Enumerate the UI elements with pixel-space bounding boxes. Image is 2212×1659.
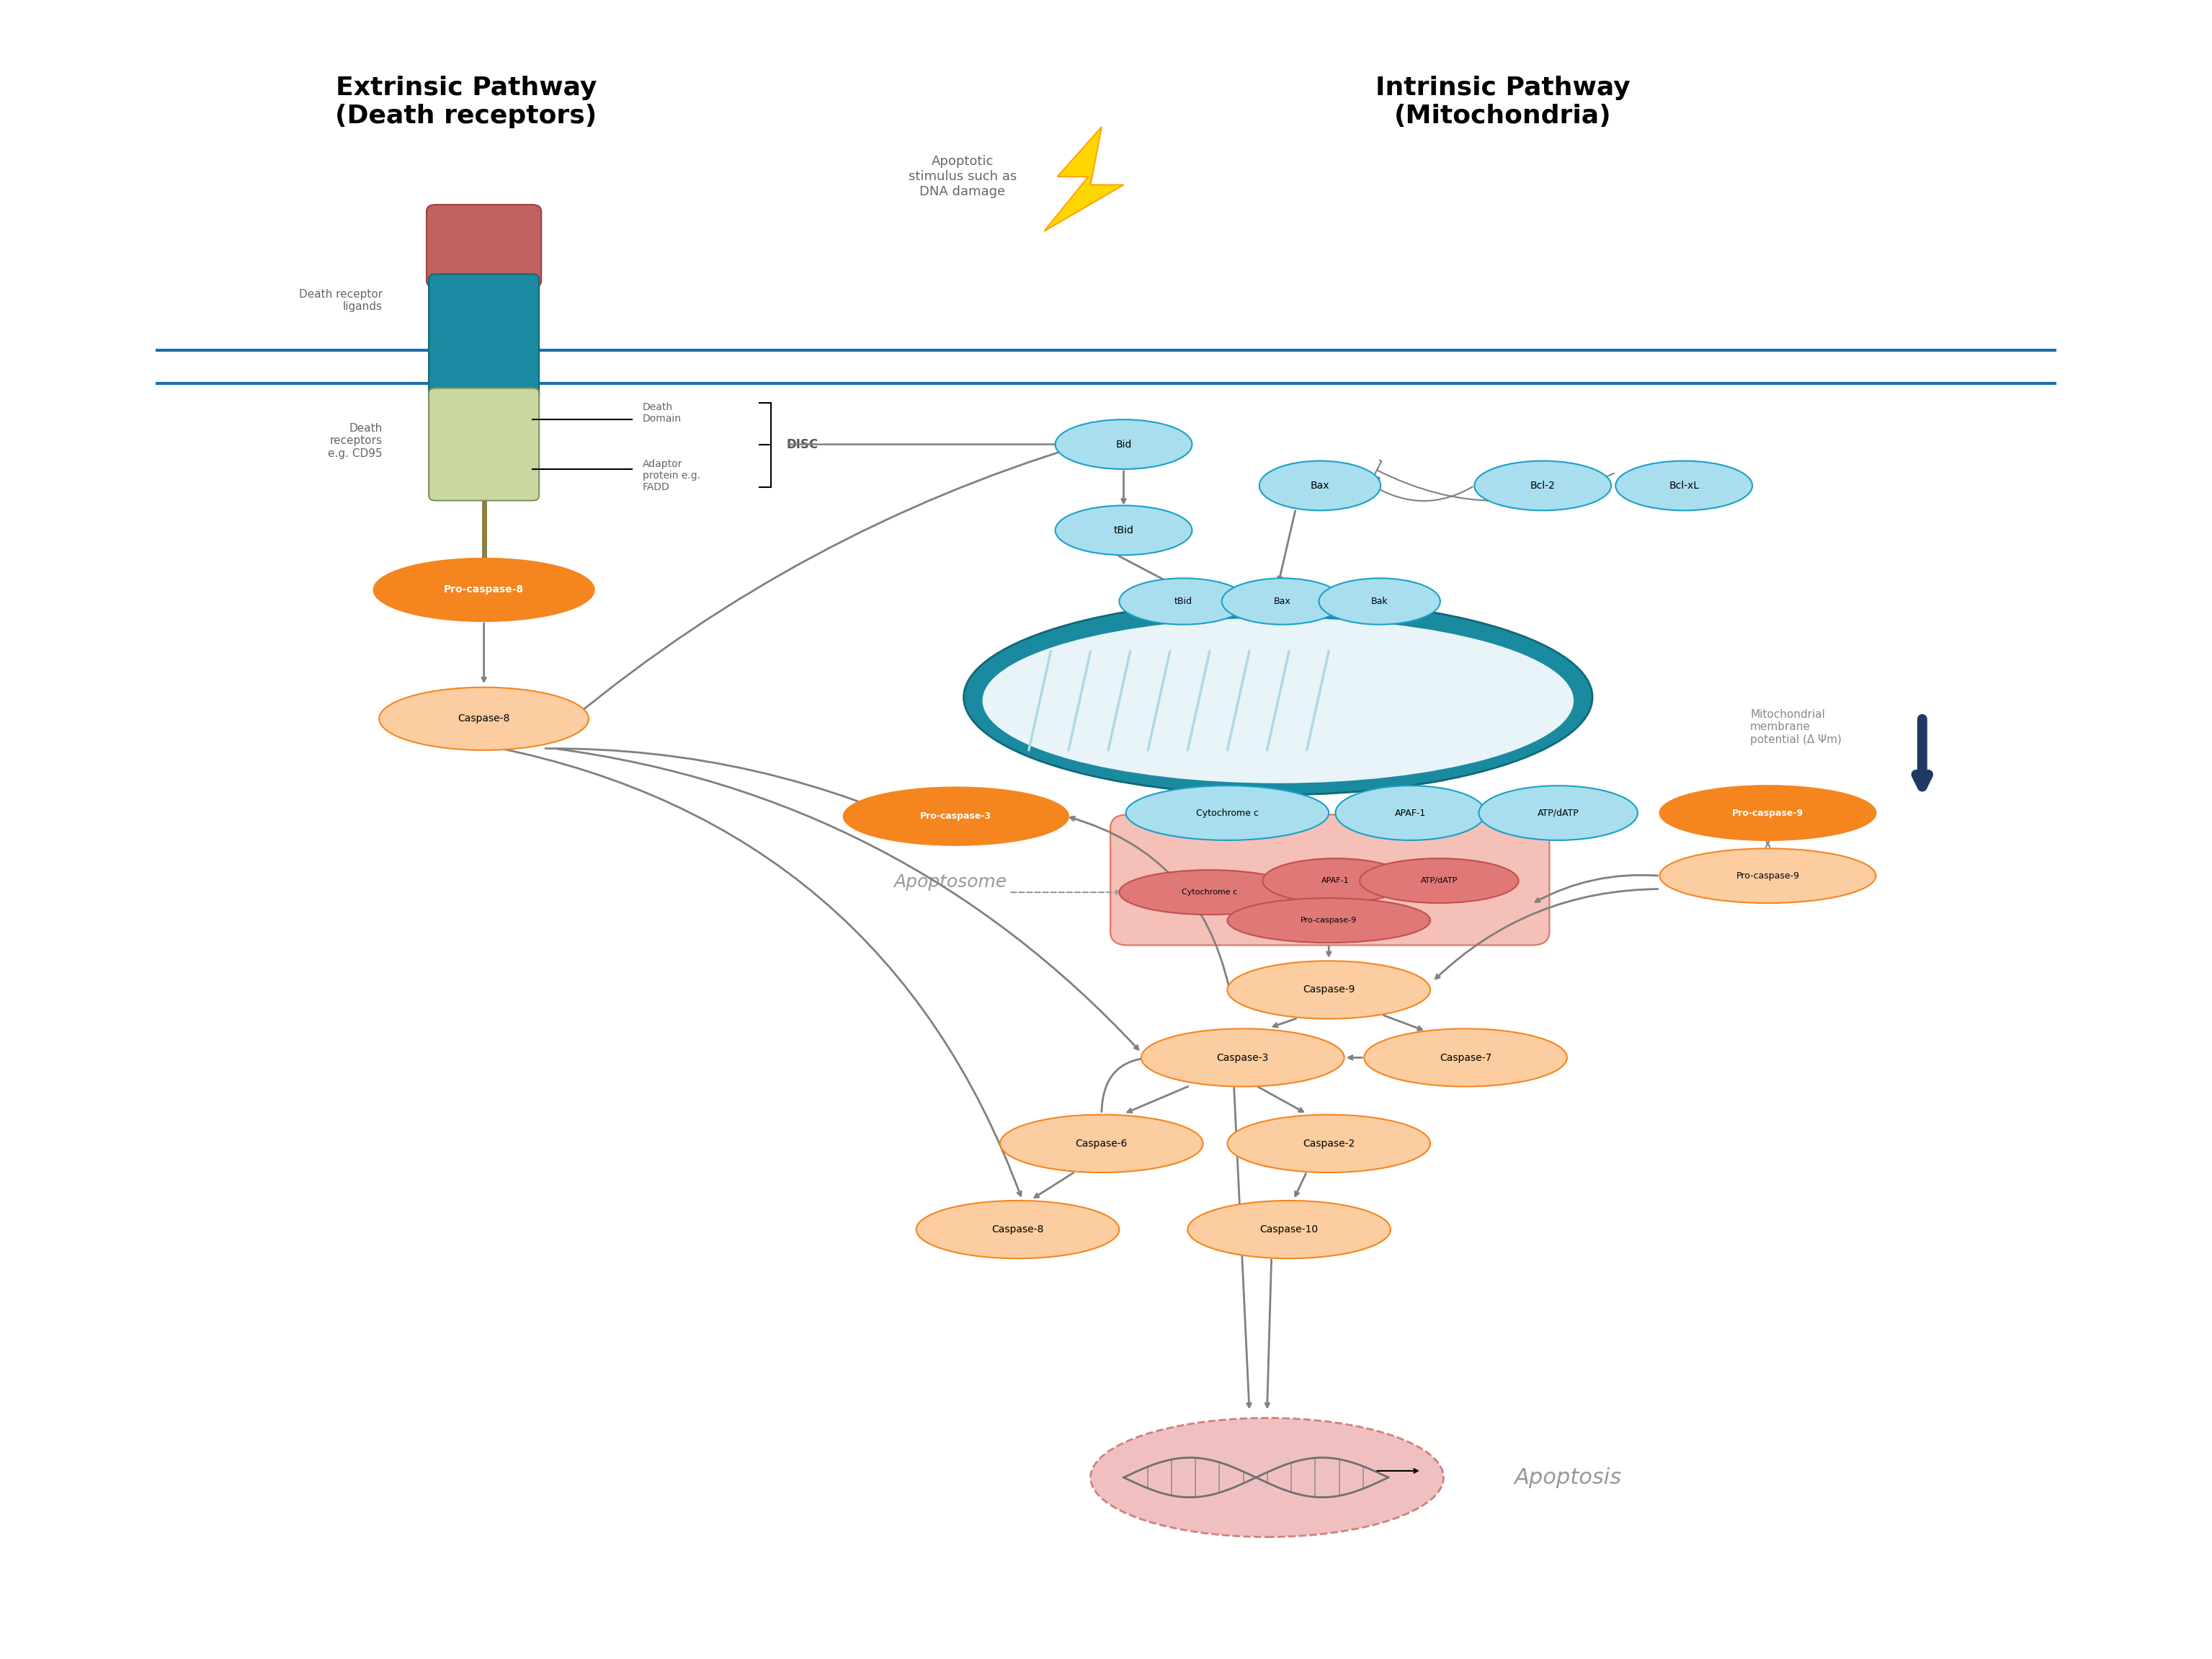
Ellipse shape xyxy=(1659,786,1876,839)
Text: Pro-caspase-9: Pro-caspase-9 xyxy=(1301,917,1356,924)
Ellipse shape xyxy=(1480,786,1637,839)
Text: Caspase-8: Caspase-8 xyxy=(991,1224,1044,1234)
Ellipse shape xyxy=(1228,898,1431,942)
Text: Bcl-xL: Bcl-xL xyxy=(1668,481,1699,491)
Text: Pro-caspase-9: Pro-caspase-9 xyxy=(1736,871,1801,881)
Text: Bax: Bax xyxy=(1310,481,1329,491)
Text: Cytochrome c: Cytochrome c xyxy=(1197,808,1259,818)
Ellipse shape xyxy=(964,601,1593,795)
Text: Bid: Bid xyxy=(1115,440,1133,450)
Ellipse shape xyxy=(1360,858,1517,902)
Text: Caspase-9: Caspase-9 xyxy=(1303,985,1356,995)
Text: Bcl-2: Bcl-2 xyxy=(1531,481,1555,491)
Text: Apoptotic
stimulus such as
DNA damage: Apoptotic stimulus such as DNA damage xyxy=(909,154,1018,197)
Text: Pro-caspase-3: Pro-caspase-3 xyxy=(920,811,991,821)
Ellipse shape xyxy=(982,617,1573,783)
Text: Pro-caspase-9: Pro-caspase-9 xyxy=(1732,808,1803,818)
Text: Apoptosis: Apoptosis xyxy=(1513,1467,1621,1488)
Text: Bak: Bak xyxy=(1371,597,1389,606)
Ellipse shape xyxy=(1000,1115,1203,1173)
Ellipse shape xyxy=(1141,1029,1345,1087)
Ellipse shape xyxy=(1318,579,1440,624)
Text: Extrinsic Pathway
(Death receptors): Extrinsic Pathway (Death receptors) xyxy=(336,76,597,129)
Text: Caspase-6: Caspase-6 xyxy=(1075,1138,1128,1148)
Text: APAF-1: APAF-1 xyxy=(1321,878,1349,884)
Ellipse shape xyxy=(378,687,588,750)
Ellipse shape xyxy=(1475,461,1610,511)
Text: DISC: DISC xyxy=(785,438,818,451)
Text: Death receptor
ligands: Death receptor ligands xyxy=(299,289,383,312)
Text: Cytochrome c: Cytochrome c xyxy=(1181,889,1237,896)
Text: Mitochondrial
membrane
potential (Δ Ψm): Mitochondrial membrane potential (Δ Ψm) xyxy=(1750,708,1843,745)
Ellipse shape xyxy=(1091,1418,1444,1536)
Ellipse shape xyxy=(843,788,1068,844)
Ellipse shape xyxy=(1221,579,1343,624)
Text: Death
receptors
e.g. CD95: Death receptors e.g. CD95 xyxy=(327,423,383,460)
Ellipse shape xyxy=(1119,579,1248,624)
Text: Caspase-8: Caspase-8 xyxy=(458,713,511,723)
Ellipse shape xyxy=(1615,461,1752,511)
Text: tBid: tBid xyxy=(1175,597,1192,606)
Ellipse shape xyxy=(1055,420,1192,469)
Text: Pro-caspase-8: Pro-caspase-8 xyxy=(445,584,524,596)
Text: APAF-1: APAF-1 xyxy=(1396,808,1427,818)
FancyBboxPatch shape xyxy=(427,204,542,287)
Text: ATP/dATP: ATP/dATP xyxy=(1537,808,1579,818)
Text: Caspase-3: Caspase-3 xyxy=(1217,1052,1270,1063)
Polygon shape xyxy=(1044,128,1124,231)
Text: Caspase-7: Caspase-7 xyxy=(1440,1052,1491,1063)
Ellipse shape xyxy=(1126,786,1329,839)
Ellipse shape xyxy=(1336,786,1486,839)
Ellipse shape xyxy=(1228,961,1431,1019)
Text: tBid: tBid xyxy=(1113,526,1135,536)
Text: Bax: Bax xyxy=(1274,597,1292,606)
Text: Apoptosome: Apoptosome xyxy=(894,874,1006,891)
FancyBboxPatch shape xyxy=(1110,815,1548,946)
Ellipse shape xyxy=(916,1201,1119,1259)
Ellipse shape xyxy=(1263,858,1409,902)
Text: Adaptor
protein e.g.
FADD: Adaptor protein e.g. FADD xyxy=(644,460,701,493)
Text: Intrinsic Pathway
(Mitochondria): Intrinsic Pathway (Mitochondria) xyxy=(1376,76,1630,129)
Ellipse shape xyxy=(1259,461,1380,511)
Ellipse shape xyxy=(1365,1029,1566,1087)
Ellipse shape xyxy=(1119,869,1301,914)
FancyBboxPatch shape xyxy=(429,274,540,400)
Text: Death
Domain: Death Domain xyxy=(644,401,681,423)
Ellipse shape xyxy=(1659,848,1876,902)
Ellipse shape xyxy=(1055,506,1192,556)
Text: Caspase-10: Caspase-10 xyxy=(1261,1224,1318,1234)
FancyBboxPatch shape xyxy=(429,388,540,501)
Ellipse shape xyxy=(1188,1201,1391,1259)
Text: ATP/dATP: ATP/dATP xyxy=(1420,878,1458,884)
Ellipse shape xyxy=(1228,1115,1431,1173)
Ellipse shape xyxy=(374,559,595,620)
Text: Caspase-2: Caspase-2 xyxy=(1303,1138,1354,1148)
